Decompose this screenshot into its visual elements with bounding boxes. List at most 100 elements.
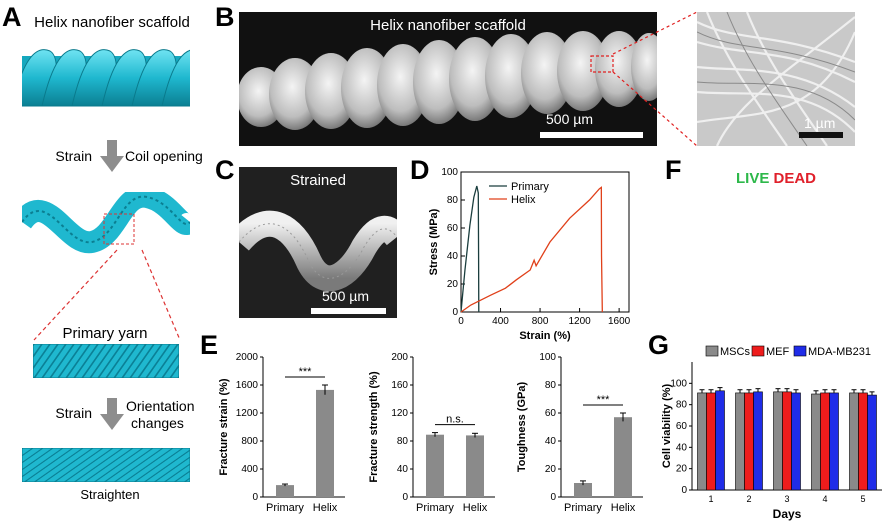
y-tick-label: 40 [447, 251, 459, 262]
x-axis-label: Strain (%) [519, 330, 571, 342]
primary-yarn-illustration [33, 344, 179, 378]
legend-label: MSCs [720, 346, 750, 358]
panel-b-title: Helix nanofiber scaffold [370, 17, 526, 34]
bar [466, 435, 484, 497]
legend-swatch [793, 345, 807, 357]
x-tick-label: 1200 [568, 316, 591, 327]
panel-d-chart: 0 400 800 1200 1600 0 20 40 60 80 100 Strain (%) Str… [428, 168, 631, 342]
helix-coil-illustration [22, 49, 190, 107]
bar-mef [820, 392, 830, 491]
panel-b-zoom-scale-bar [799, 132, 843, 138]
x-tick-label: 1600 [608, 316, 631, 327]
y-tick-label: 0 [402, 492, 408, 503]
opened-helix-illustration [22, 192, 190, 254]
bar [316, 389, 334, 497]
x-tick-label: 400 [492, 316, 509, 327]
y-tick-label: 120 [391, 408, 408, 419]
x-tick-label: Primary [564, 502, 602, 514]
bar-mda-mb231 [791, 392, 801, 491]
y-tick-label: 100 [539, 352, 556, 363]
y-tick-label: 80 [447, 195, 459, 206]
y-tick-label: 400 [241, 464, 258, 475]
y-tick-label: 160 [391, 380, 408, 391]
bar-mef [858, 392, 868, 491]
panel-label-d: D [410, 155, 430, 185]
x-tick-label: 5 [860, 494, 865, 504]
y-tick-label: 40 [397, 464, 409, 475]
x-tick-label: Helix [611, 502, 636, 514]
panel-e1-chart: 0 400 800 1200 1600 2000 Fracture strain (%) Pr… [218, 352, 345, 514]
panel-label-e: E [200, 330, 219, 360]
y-tick-label: 0 [452, 307, 458, 318]
fluorescence-image: 200 µm [697, 167, 855, 322]
panel-c-scale-text: 500 µm [322, 288, 369, 304]
bar-mscs [735, 392, 745, 491]
y-tick-label: 60 [447, 223, 459, 234]
dead-label: DEAD [773, 170, 817, 187]
legend-label: MEF [766, 346, 790, 358]
panel-f-scale-bar [807, 310, 843, 316]
down-arrow-icon [100, 398, 124, 430]
sem-helix-image: Helix nanofiber scaffold 500 µm [239, 12, 657, 146]
y-tick-label: 0 [550, 492, 556, 503]
panel-label-g: G [648, 330, 670, 360]
panel-b-scale-bar [540, 132, 643, 138]
panel-label-a: A [2, 2, 22, 32]
significance-label: *** [299, 366, 313, 378]
slash-label: / [769, 170, 774, 187]
series-line-primary [460, 185, 480, 313]
bar-mda-mb231 [715, 390, 725, 491]
y-tick-label: 40 [545, 436, 557, 447]
bar-mef [782, 391, 792, 491]
significance-label: n.s. [446, 414, 464, 426]
legend-label: Primary [511, 181, 549, 193]
y-tick-label: 0 [681, 485, 687, 496]
x-tick-label: 4 [822, 494, 827, 504]
y-tick-label: 1600 [236, 380, 259, 391]
y-tick-label: 100 [441, 168, 458, 178]
x-tick-label: 2 [746, 494, 751, 504]
legend-label: MDA-MB231 [808, 346, 871, 358]
y-axis-label: Stress (MPa) [428, 208, 440, 275]
legend-swatch [751, 345, 765, 357]
bar-mef [744, 392, 754, 491]
x-tick-label: 3 [784, 494, 789, 504]
significance-label: *** [597, 394, 611, 406]
strain-label-1: Strain [55, 148, 92, 164]
panel-label-f: F [665, 155, 682, 185]
bar-mscs [849, 392, 859, 491]
y-axis-label: Fracture strength (%) [368, 371, 380, 483]
panel-c-scale-bar [311, 308, 386, 314]
sem-strained-image: Strained 500 µm [239, 167, 397, 318]
zoom-lines-b [612, 11, 698, 147]
y-tick-label: 20 [447, 279, 459, 290]
changes-label: changes [131, 415, 184, 431]
bar-mda-mb231 [829, 392, 839, 491]
orientation-label: Orientation [126, 398, 195, 414]
bar-mda-mb231 [867, 394, 877, 491]
primary-yarn-label: Primary yarn [62, 325, 148, 342]
bar-mscs [811, 393, 821, 491]
panel-f-scale-text: 200 µm [799, 291, 846, 307]
bar [426, 434, 444, 497]
zoom-lines [33, 249, 181, 341]
y-tick-label: 40 [676, 442, 688, 453]
series-line-helix [460, 186, 603, 313]
live-label: LIVE [735, 170, 770, 187]
x-tick-label: Primary [416, 502, 454, 514]
y-tick-label: 100 [670, 378, 687, 389]
y-tick-label: 80 [397, 436, 409, 447]
y-tick-label: 20 [545, 464, 557, 475]
x-tick-label: 0 [458, 316, 464, 327]
x-axis-label: Days [773, 507, 802, 521]
panel-e3-chart: 0 20 40 60 80 100 Toughness (GPa) Primary Helix *… [516, 352, 643, 514]
bar-mscs [773, 391, 783, 491]
legend-label: Helix [511, 194, 536, 206]
y-tick-label: 2000 [236, 352, 259, 363]
bar-mda-mb231 [753, 391, 763, 491]
sem-nanofiber-zoom: 1 µm [697, 12, 855, 146]
y-tick-label: 80 [676, 400, 688, 411]
bar [614, 417, 632, 497]
y-tick-label: 1200 [236, 408, 259, 419]
